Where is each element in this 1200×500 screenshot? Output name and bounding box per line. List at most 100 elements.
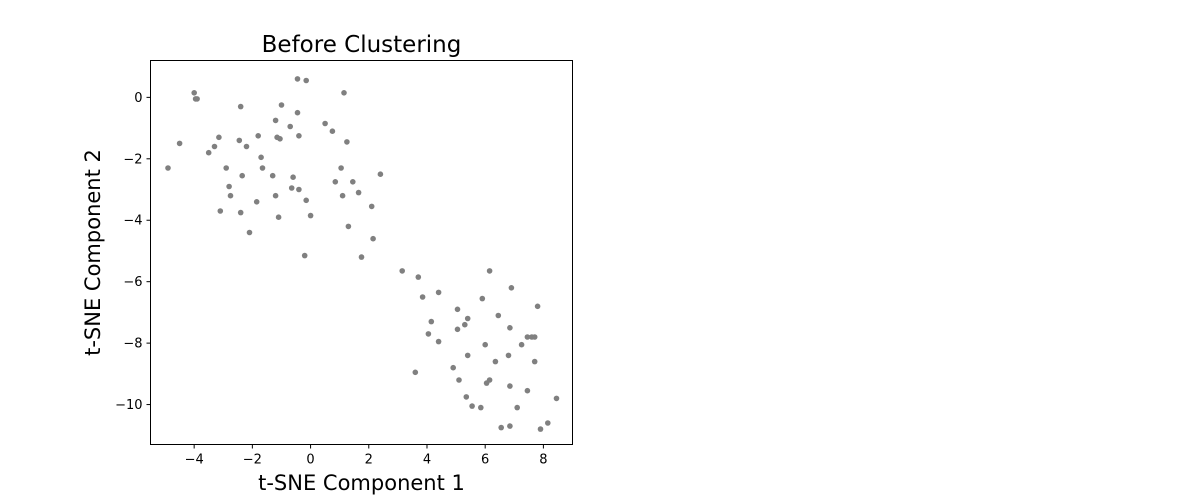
data-point-34: [296, 133, 302, 139]
data-point-71: [478, 404, 484, 411]
data-point-54: [399, 268, 406, 274]
data-point-15: [237, 209, 244, 216]
data-point-62: [450, 364, 457, 371]
data-point-92: [534, 303, 541, 310]
data-point-21: [259, 165, 266, 171]
data-point-59: [428, 318, 435, 325]
data-point-6: [211, 143, 218, 150]
data-point-61: [435, 289, 442, 296]
data-point-43: [338, 165, 344, 171]
plot-frame: [150, 60, 573, 445]
x-axis-ticks: −4 −2 0 2 4 6 8: [185, 444, 548, 468]
y-axis-label: t-SNE Component 2: [81, 149, 105, 356]
data-point-4: [194, 96, 200, 102]
data-point-77: [492, 358, 499, 365]
data-point-42: [332, 179, 339, 185]
data-point-75: [486, 377, 493, 383]
data-point-12: [236, 137, 243, 144]
data-point-13: [237, 103, 244, 110]
data-point-40: [322, 120, 328, 127]
data-point-33: [294, 109, 301, 116]
data-point-50: [358, 254, 365, 260]
data-point-37: [303, 77, 310, 84]
data-point-14: [239, 172, 245, 179]
data-point-0: [165, 165, 171, 171]
data-point-26: [275, 214, 282, 220]
data-point-20: [258, 154, 264, 161]
data-point-23: [272, 117, 279, 124]
data-point-87: [524, 334, 531, 340]
data-point-72: [479, 295, 486, 302]
data-point-41: [329, 128, 336, 134]
data-point-10: [226, 183, 232, 190]
data-point-63: [454, 306, 461, 313]
data-point-88: [524, 387, 531, 394]
x-tick-label: 2: [365, 453, 373, 468]
data-point-7: [216, 134, 222, 141]
data-point-51: [368, 203, 375, 210]
data-point-47: [345, 223, 352, 230]
data-point-39: [307, 212, 314, 219]
data-point-67: [463, 394, 470, 400]
data-point-70: [469, 403, 475, 409]
data-point-69: [464, 315, 471, 322]
data-point-5: [205, 149, 212, 156]
data-point-73: [482, 341, 489, 348]
data-point-52: [370, 235, 376, 242]
y-tick-label: −8: [123, 337, 142, 352]
data-point-11: [227, 192, 234, 199]
data-point-22: [269, 172, 276, 179]
data-point-93: [537, 426, 544, 432]
data-point-79: [498, 424, 505, 431]
data-point-25: [272, 192, 279, 199]
data-point-85: [514, 404, 520, 411]
data-point-44: [339, 192, 346, 199]
data-point-86: [518, 341, 525, 348]
points-layer: [165, 76, 560, 432]
data-point-82: [507, 383, 513, 389]
data-point-48: [350, 179, 356, 185]
data-point-8: [217, 208, 224, 214]
x-tick-label: 4: [423, 453, 431, 468]
x-tick-label: −2: [243, 453, 262, 468]
data-point-57: [419, 294, 426, 300]
data-point-9: [223, 165, 229, 171]
data-point-46: [344, 139, 350, 145]
chart-title: Before Clustering: [262, 32, 462, 58]
data-point-83: [507, 423, 513, 429]
data-point-64: [454, 326, 461, 333]
x-tick-label: 8: [539, 453, 547, 468]
data-point-27: [277, 136, 283, 142]
data-point-95: [553, 395, 560, 402]
data-point-30: [288, 185, 295, 191]
data-point-18: [253, 199, 260, 205]
data-point-36: [301, 252, 308, 259]
data-point-35: [296, 186, 302, 193]
data-point-16: [243, 143, 250, 150]
data-point-65: [456, 377, 462, 383]
data-point-76: [486, 268, 493, 274]
data-point-58: [425, 331, 432, 337]
y-tick-label: −6: [123, 275, 142, 290]
data-point-68: [464, 352, 471, 359]
data-point-29: [287, 123, 294, 130]
y-tick-label: 0: [134, 91, 142, 106]
y-tick-label: −10: [115, 398, 142, 413]
data-point-66: [462, 321, 468, 328]
data-point-17: [246, 229, 253, 236]
data-point-1: [176, 140, 183, 147]
data-point-55: [412, 369, 419, 376]
data-point-56: [415, 274, 422, 280]
data-point-45: [341, 90, 347, 96]
data-point-28: [278, 102, 285, 108]
data-point-49: [355, 189, 362, 196]
data-point-91: [531, 334, 538, 340]
data-point-80: [505, 352, 512, 359]
data-point-31: [290, 174, 296, 180]
x-tick-label: −4: [185, 453, 204, 468]
data-point-84: [508, 285, 515, 291]
data-point-94: [545, 420, 551, 426]
data-point-38: [303, 197, 310, 204]
y-tick-label: −4: [123, 214, 142, 229]
